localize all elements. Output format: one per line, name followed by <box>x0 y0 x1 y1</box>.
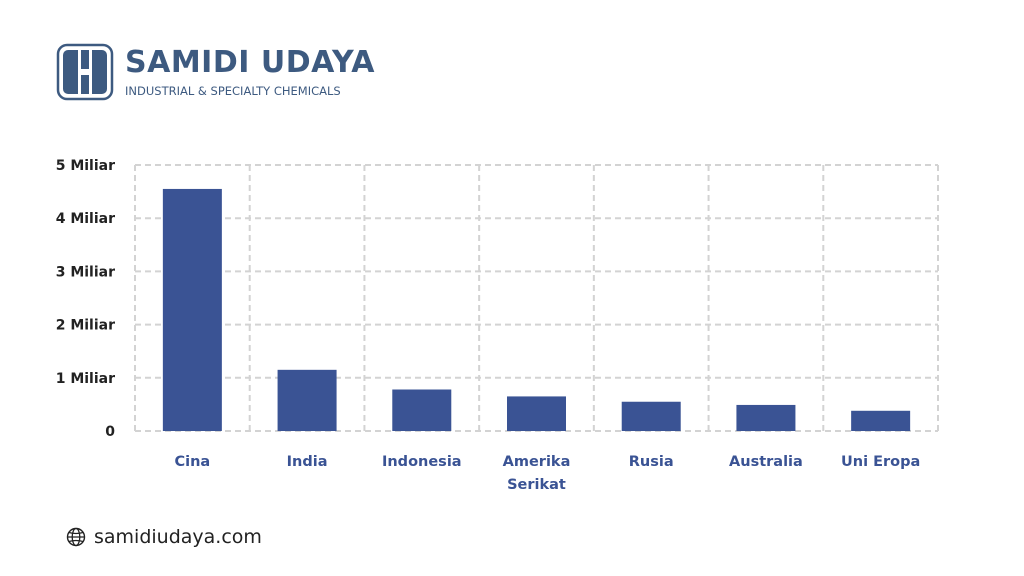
footer: samidiudaya.com <box>66 526 262 548</box>
y-tick-label: 1 Miliar <box>56 371 115 387</box>
x-tick-label: India <box>287 454 328 470</box>
bar <box>507 396 566 431</box>
grid <box>134 164 939 432</box>
bar <box>392 389 452 431</box>
bar <box>851 410 911 431</box>
bar <box>162 188 222 431</box>
bar <box>736 404 796 431</box>
x-tick-label: Amerika Serikat <box>503 454 571 493</box>
x-tick-label: Rusia <box>629 454 674 470</box>
y-tick-label: 4 Miliar <box>56 211 115 227</box>
bar <box>277 369 337 431</box>
globe-icon <box>66 527 86 547</box>
bars <box>162 188 911 431</box>
y-tick-label: 5 Miliar <box>56 158 115 174</box>
samidi-udaya-logo-icon <box>56 43 114 101</box>
x-axis-ticks: Cina India Indonesia Amerika Serikat Rusia Aus… <box>174 454 920 493</box>
y-tick-label: 2 Miliar <box>56 318 115 334</box>
y-tick-label: 0 <box>105 424 115 440</box>
brand-tagline: INDUSTRIAL & SPECIALTY CHEMICALS <box>125 84 341 98</box>
x-tick-label: Australia <box>729 454 803 470</box>
x-tick-label: Cina <box>174 454 210 470</box>
y-tick-label: 3 Miliar <box>56 264 115 280</box>
brand-logo: SAMIDI UDAYA INDUSTRIAL & SPECIALTY CHEM… <box>56 43 375 101</box>
brand-name: SAMIDI UDAYA <box>125 45 376 80</box>
x-tick-label: Indonesia <box>382 454 462 470</box>
x-tick-label: Uni Eropa <box>841 454 920 470</box>
website-link[interactable]: samidiudaya.com <box>94 526 262 548</box>
y-axis-ticks: 0 1 Miliar 2 Miliar 3 Miliar 4 Miliar 5 Milia… <box>56 158 116 440</box>
bar <box>621 401 681 431</box>
